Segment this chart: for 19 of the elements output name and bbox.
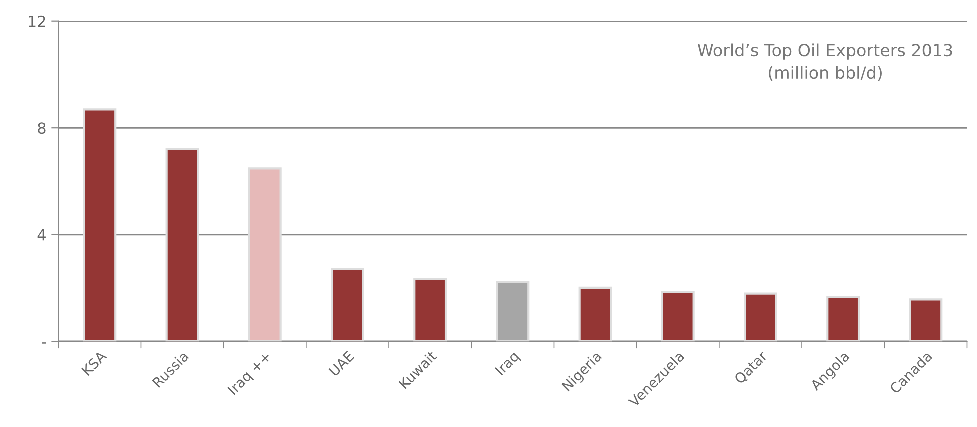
bar xyxy=(414,278,448,342)
bar xyxy=(83,108,117,342)
x-tick-label: Iraq xyxy=(495,351,522,378)
bar xyxy=(166,148,200,342)
bar xyxy=(578,286,612,342)
x-tick-label: KSA xyxy=(81,350,108,376)
bar xyxy=(330,268,364,342)
x-tick-label: Iraq ++ xyxy=(228,351,274,398)
bar xyxy=(248,168,282,342)
y-tick-label: 4 xyxy=(38,230,46,241)
bar xyxy=(744,292,778,342)
y-tick-label: 8 xyxy=(38,122,46,134)
bar xyxy=(826,296,860,342)
bar xyxy=(496,281,530,342)
bar xyxy=(661,291,695,342)
bar xyxy=(909,298,943,342)
y-tick-label: 12 xyxy=(29,16,46,28)
y-tick-label: - xyxy=(42,342,46,344)
text: World’s Top Oil Exporters 2013 (million bbl/d) xyxy=(698,44,952,82)
